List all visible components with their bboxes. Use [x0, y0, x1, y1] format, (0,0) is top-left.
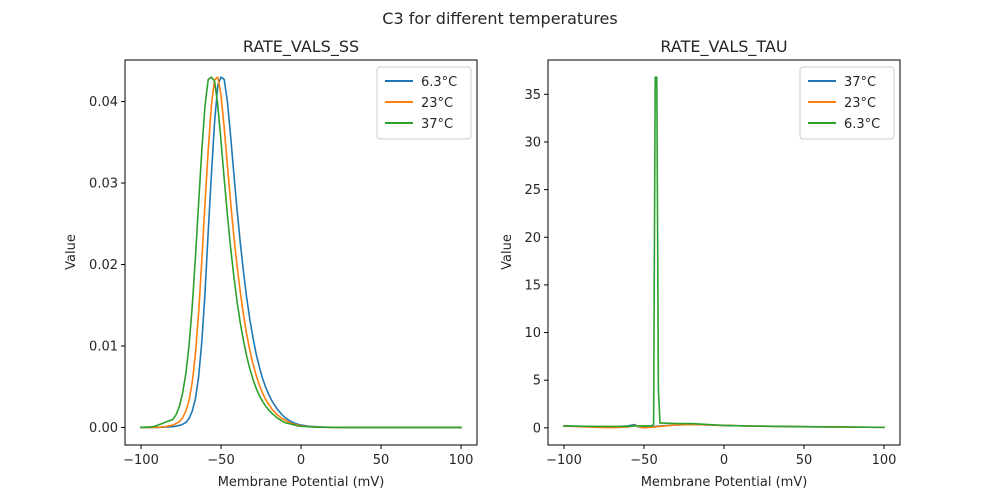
x-ticks: −100 −50 0 50 100 [123, 445, 473, 468]
x-tick-label: 0 [720, 453, 728, 468]
legend-label: 6.3°C [844, 117, 880, 132]
x-axis-label: Membrane Potential (mV) [641, 475, 808, 490]
legend: 6.3°C 23°C 37°C [376, 66, 472, 140]
chart-rate-vals-tau: RATE_VALS_TAU −100 −50 0 50 100 0 5 10 15 20 25 30… [500, 37, 901, 490]
x-tick-label: −100 [546, 453, 582, 468]
x-tick-label: 0 [297, 453, 305, 468]
y-tick-label: 0.01 [89, 340, 118, 355]
x-tick-label: −50 [207, 453, 234, 468]
legend: 37°C 23°C 6.3°C [799, 66, 895, 140]
y-tick-label: 0.03 [89, 177, 118, 192]
legend-label: 6.3°C [421, 75, 457, 90]
figure-suptitle: C3 for different temperatures [382, 9, 617, 28]
y-tick-label: 5 [533, 374, 541, 389]
y-tick-label: 0 [533, 421, 541, 436]
y-ticks: 0.00 0.01 0.02 0.03 0.04 [89, 95, 125, 436]
plot-lines [140, 76, 462, 429]
legend-box [799, 66, 895, 140]
y-tick-label: 10 [524, 326, 541, 341]
y-axis-label: Value [64, 234, 79, 270]
x-tick-label: −50 [630, 453, 657, 468]
x-tick-label: 100 [449, 453, 474, 468]
chart-rate-vals-ss: RATE_VALS_SS −100 −50 0 50 100 0.000.010.020… [64, 37, 478, 490]
axes-title: RATE_VALS_TAU [660, 37, 787, 57]
axes-title: RATE_VALS_SS [243, 37, 359, 57]
y-tick-label: 15 [524, 278, 541, 293]
legend-label: 23°C [844, 96, 876, 111]
y-tick-label: 35 [524, 88, 541, 103]
y-tick-label: 30 [524, 135, 541, 150]
x-tick-label: −100 [123, 453, 159, 468]
y-tick-label: 0.02 [89, 258, 118, 273]
x-ticks: −100 −50 0 50 100 [546, 445, 896, 468]
series-line-2 [563, 76, 885, 429]
legend-label: 37°C [844, 75, 876, 90]
y-tick-label: 25 [524, 183, 541, 198]
x-tick-label: 50 [373, 453, 390, 468]
series-line-2 [140, 76, 462, 429]
legend-box [376, 66, 472, 140]
x-tick-label: 50 [796, 453, 813, 468]
x-axis-label: Membrane Potential (mV) [218, 475, 385, 490]
y-tick-label: 0.04 [89, 95, 118, 110]
x-tick-label: 100 [872, 453, 897, 468]
legend-label: 37°C [421, 117, 453, 132]
y-tick-label: 0.00 [89, 421, 118, 436]
plot-lines [563, 76, 885, 429]
legend-label: 23°C [421, 96, 453, 111]
y-tick-label: 20 [524, 231, 541, 246]
y-axis-label: Value [500, 234, 515, 270]
y-ticks: 0 5 10 15 20 25 30 35 [524, 88, 548, 436]
